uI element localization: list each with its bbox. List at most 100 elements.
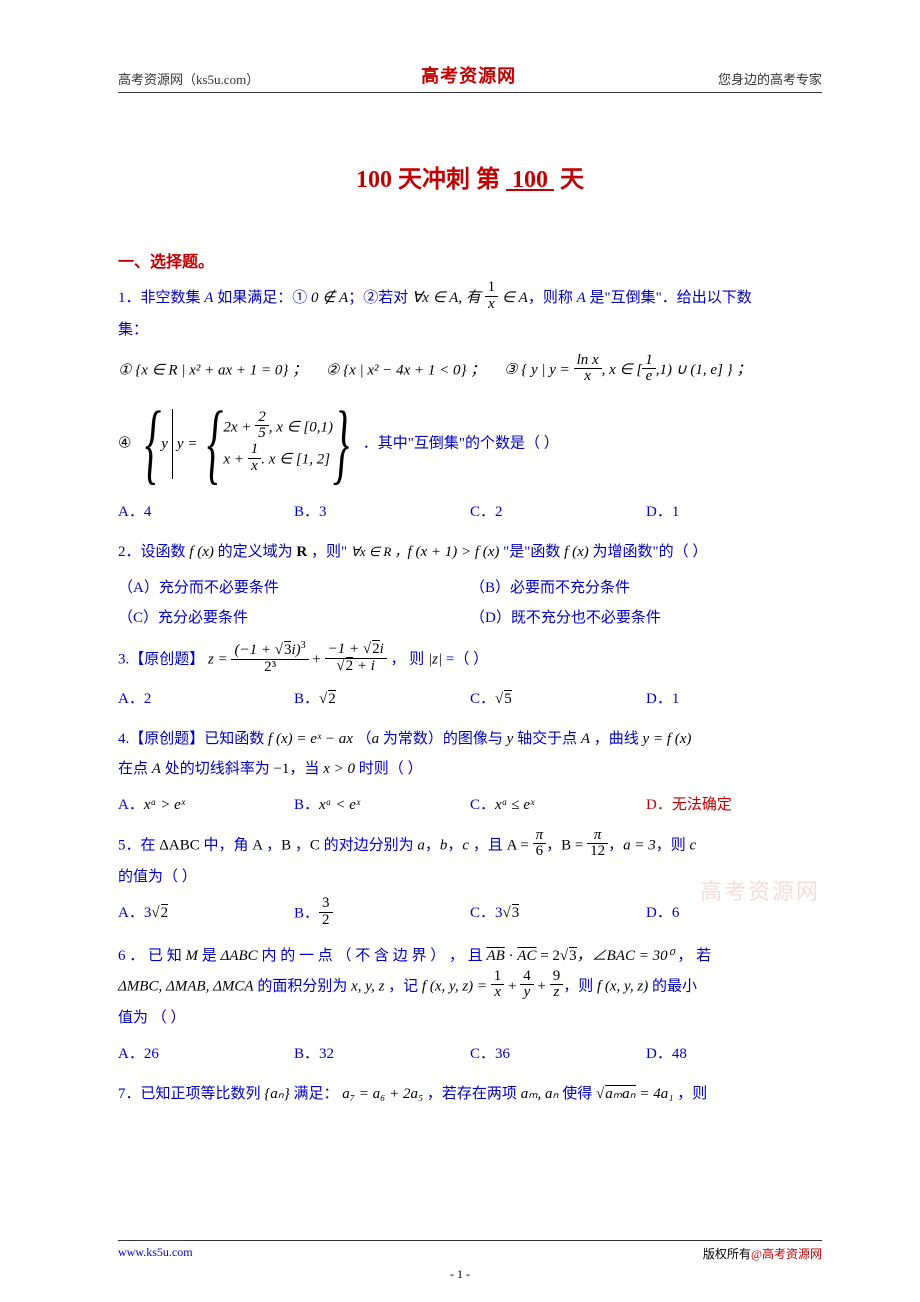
question-7: 7．已知正项等比数列 {aₙ} 满足： a₇ = a₆ + 2a₅ ，若存在两项… (118, 1079, 822, 1109)
question-2: 2．设函数 f (x) 的定义域为 R ，则" ∀x ∈ R ，f (x + 1… (118, 537, 822, 633)
q4-ob-p: B． (294, 797, 319, 813)
q6-b: 是 (198, 948, 221, 964)
q5-oc-r: 3 (512, 904, 520, 921)
q3-d1: 2³ (231, 660, 308, 676)
q6-fxyz: f (x, y, z) (597, 978, 648, 994)
q2-R: R (296, 544, 307, 560)
q4-oa-v: xᵃ > eˣ (144, 797, 185, 813)
q3-opt-c-val: 5 (504, 690, 512, 707)
q2-fx: f (x) (189, 544, 214, 560)
q1-r1a: 2x + (223, 419, 255, 435)
q5-Ad: 6 (533, 844, 547, 860)
q1-r2b: . x ∈ [1, 2] (261, 452, 330, 468)
q4-l2c: ，当 (289, 761, 323, 777)
q1-set4-y: y (161, 435, 168, 453)
q6-l2e: 的最小 (648, 978, 697, 994)
page-footer: www.ks5u.com 版权所有@高考资源网 (118, 1240, 822, 1262)
q4-d: 轴交于点 (513, 731, 581, 747)
q1-r2a: x + (223, 452, 247, 468)
q2-fx2: f (x) (564, 544, 589, 560)
title-suffix: 天 (560, 167, 584, 193)
q4-options: A．xᵃ > eˣ B．xᵃ < eˣ C．xᵃ ≤ eˣ D．无法确定 (118, 790, 822, 820)
q6-oa: A．26 (118, 1039, 294, 1069)
q5-eqa: a = 3 (623, 837, 656, 853)
q3-opt-d: D．1 (646, 684, 822, 714)
q1-opt-d: D．1 (646, 497, 822, 527)
q3-n1c: i) (291, 642, 300, 658)
q1-set4: ④ { y y = { 2x + 25, x ∈ [0,1) x + 1x. x… (118, 399, 822, 489)
q1-set3-a: ③ { y | y = (504, 362, 574, 378)
page: 高考资源网（ks5u.com） 高考资源网 您身边的高考专家 100 天冲刺 第… (0, 0, 920, 1109)
q3-opt-a: A．2 (118, 684, 294, 714)
q2-e: 为增函数"的（ ） (589, 544, 708, 560)
q4-number: 4. (118, 731, 129, 747)
q4-Apt2: A (152, 761, 161, 777)
q7-rad: aₘaₙ (605, 1085, 635, 1102)
q1-r1b: , x ∈ [0,1) (269, 419, 333, 435)
q1-opt-a: A．4 (118, 497, 294, 527)
q6-ob: B．32 (294, 1039, 470, 1069)
q6-t1n: 1 (491, 969, 505, 986)
title-number: 100 (500, 167, 560, 193)
q5-An: π (533, 828, 547, 845)
q5-ob-d: 2 (319, 913, 333, 929)
q4-oc-p: C． (470, 797, 495, 813)
q6-l2a: ΔMBC, ΔMAB, ΔMCA (118, 978, 254, 994)
q5-c2: ， (291, 837, 310, 853)
q6-v1: AB (486, 948, 504, 964)
q6-t3n: 9 (550, 969, 564, 986)
q1-options: A．4 B．3 C．2 D．1 (118, 497, 822, 527)
q4-xgt0: x > 0 (323, 761, 355, 777)
question-4: 4.【原创题】已知函数 f (x) = eˣ − ax （a 为常数）的图像与 … (118, 724, 822, 820)
q6-tri: ΔABC (221, 948, 258, 964)
q1-set3-n2: 1 (642, 353, 656, 370)
header-logo: 高考资源网 (421, 62, 516, 88)
q6-c: 内 的 一 点 （ 不 含 边 界 ） ， 且 (258, 948, 487, 964)
q1-r2d: x (248, 459, 262, 475)
q1-stem: 1．非空数集 A 如果满足：① 0 ∉ A；②若对 ∀x ∈ A, 有 1x ∈… (118, 290, 752, 306)
q6-line3: 值为 （ ） (118, 1003, 822, 1033)
q6-oc: C．36 (470, 1039, 646, 1069)
q2-opt-a: （A）充分而不必要条件 (118, 573, 470, 603)
q1-set3-b: , x ∈ [ (602, 362, 643, 378)
q2-forall: ∀x ∈ R ， (351, 544, 408, 559)
q5-B: B (281, 837, 291, 853)
q5-eqB: B = (561, 837, 587, 853)
q6-dot: · (505, 948, 518, 964)
q5-ob-p: B． (294, 906, 319, 922)
q2-c: ，则" (307, 544, 351, 560)
q4-curve: y = f (x) (643, 731, 692, 747)
q6-a: 已 知 (144, 948, 185, 964)
q7-eq1: a₇ = a₆ + 2a₅ (342, 1086, 423, 1102)
q4-neg1: −1 (273, 761, 289, 777)
footer-url: www.ks5u.com (118, 1245, 193, 1262)
q4-l2a: 在点 (118, 761, 152, 777)
page-number: - 1 - (0, 1267, 920, 1282)
q5-a: 在 (141, 837, 160, 853)
q1-r1d: 5 (255, 426, 269, 442)
q1-number: 1． (118, 290, 141, 306)
header-left: 高考资源网（ks5u.com） (118, 69, 259, 88)
q7-d: 使得 (559, 1086, 597, 1102)
q3-n2a: −1 + (328, 641, 363, 657)
q3-number: 3. (118, 652, 129, 668)
q2-number: 2． (118, 544, 141, 560)
q2-opt-c: （C）充分必要条件 (118, 603, 470, 633)
q1-line2: 集： (118, 315, 822, 345)
q4-oa-p: A． (118, 797, 144, 813)
q3-c: =（ ） (442, 652, 488, 668)
q5-d: ，且 (469, 837, 507, 853)
q4-od-v: 无法确定 (672, 797, 732, 813)
q1-text: 是"互倒集"．给出以下数 (586, 290, 752, 306)
q1-frac-num: 1 (485, 280, 499, 297)
q3-z: z = (208, 652, 231, 668)
q6-v2: AC (517, 948, 536, 964)
question-5: 5．在 ΔABC 中，角 A ，B ，C 的对边分别为 a，b，c ，且 A =… (118, 830, 822, 931)
q7-e: ，则 (673, 1086, 707, 1102)
q6-number: 6 ． (118, 948, 144, 964)
q5-oc-p: C．3 (470, 905, 503, 921)
q5-e: ，则 (656, 837, 690, 853)
q1-cond2a: ∀x ∈ A, 有 (412, 290, 485, 306)
q1-cond1: 0 ∉ A (311, 290, 348, 306)
q4-c: 为常数）的图像与 (379, 731, 507, 747)
